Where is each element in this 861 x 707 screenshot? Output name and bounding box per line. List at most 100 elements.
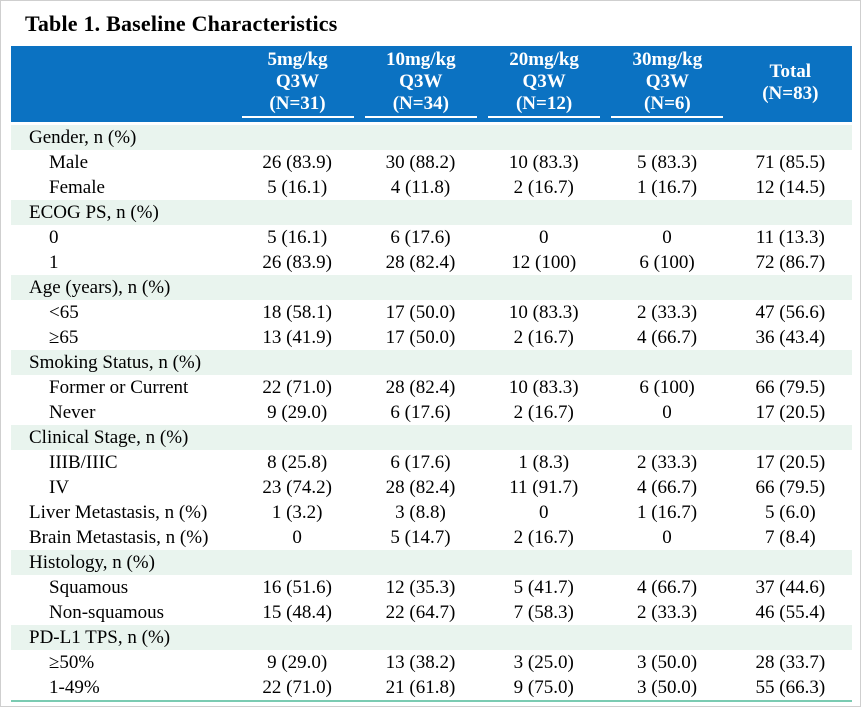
cell-value: 11 (91.7) — [509, 477, 579, 498]
section-label: Smoking Status, n (%) — [11, 350, 852, 375]
cell-value: 17 (50.0) — [385, 327, 456, 348]
column-header: 5mg/kg Q3W (N=31) — [235, 46, 359, 125]
table-row-section: Gender, n (%) — [11, 123, 852, 150]
cell-value: 17 (20.5) — [755, 402, 826, 423]
table-row-sub: Never 9 (29.0) 6 (17.6) 2 (16.7) 0 17 (20.5) — [11, 400, 852, 425]
cell-value: 0 — [538, 227, 549, 248]
table-row-sub: IIIB/IIIC 8 (25.8) 6 (17.6) 1 (8.3) 2 (33.3)… — [11, 450, 852, 475]
cell-value: 6 (100) — [639, 377, 695, 398]
cell-value: 6 (17.6) — [390, 402, 451, 423]
cell-value: 10 (83.3) — [508, 377, 579, 398]
cell-value: 23 (74.2) — [262, 477, 332, 498]
cell-value: 2 (33.3) — [636, 302, 698, 323]
cell-value: 28 (33.7) — [755, 652, 826, 673]
table-row-sub: <65 18 (58.1) 17 (50.0) 10 (83.3) 2 (33.3) 47… — [11, 300, 852, 325]
cell-value: 2 (16.7) — [513, 402, 574, 423]
row-label: 0 — [49, 227, 59, 248]
cell-value: 7 (58.3) — [513, 602, 574, 623]
cell-value: 6 (100) — [639, 252, 695, 273]
row-label: Brain Metastasis, n (%) — [29, 527, 209, 548]
table-row-sub: Squamous 16 (51.6) 12 (35.3) 5 (41.7) 4 (66.… — [11, 575, 852, 600]
cell-value: 2 (33.3) — [636, 602, 698, 623]
row-label: IIIB/IIIC — [49, 452, 118, 473]
cell-value: 3 (8.8) — [395, 502, 446, 523]
cell-value: 10 (83.3) — [508, 152, 579, 173]
cell-value: 22 (64.7) — [385, 602, 456, 623]
cell-value: 9 (29.0) — [267, 652, 328, 673]
table-row-section: PD-L1 TPS, n (%) — [11, 625, 852, 650]
section-label: Clinical Stage, n (%) — [11, 425, 852, 450]
table-row-sub: Non-squamous 15 (48.4) 22 (64.7) 7 (58.3) 2 … — [11, 600, 852, 625]
cell-value: 18 (58.1) — [262, 302, 332, 323]
row-label: IV — [49, 477, 70, 498]
table-row-flat: Brain Metastasis, n (%) 0 5 (14.7) 2 (16.7)… — [11, 525, 852, 550]
row-label: <65 — [49, 302, 79, 323]
cell-value: 6 (17.6) — [390, 227, 451, 248]
cell-value: 0 — [538, 502, 549, 523]
cell-value: 4 (66.7) — [636, 327, 698, 348]
section-label: ECOG PS, n (%) — [11, 200, 852, 225]
table-row-flat: Liver Metastasis, n (%) 1 (3.2) 3 (8.8) 0 1 … — [11, 500, 852, 525]
column-header: 20mg/kg Q3W (N=12) — [482, 46, 606, 125]
cell-value: 26 (83.9) — [262, 252, 332, 273]
cell-value: 0 — [662, 227, 672, 248]
cell-value: 26 (83.9) — [262, 152, 332, 173]
table-row-sub: 1 26 (83.9) 28 (82.4) 12 (100) 6 (100) 72 (86… — [11, 250, 852, 275]
cell-value: 5 (16.1) — [267, 177, 328, 198]
row-label: ≥50% — [49, 652, 95, 673]
cell-value: 0 — [662, 402, 672, 423]
table-row-sub: Former or Current 22 (71.0) 28 (82.4) 10 (8… — [11, 375, 852, 400]
cell-value: 9 (29.0) — [267, 402, 328, 423]
cell-value: 47 (56.6) — [755, 302, 826, 323]
table-row-section: ECOG PS, n (%) — [11, 200, 852, 225]
cell-value: 12 (100) — [511, 252, 577, 273]
cell-value: 12 (35.3) — [385, 577, 456, 598]
table-row-sub: IV 23 (74.2) 28 (82.4) 11 (91.7) 4 (66.7) 66 … — [11, 475, 852, 500]
cell-value: 1 (16.7) — [636, 177, 698, 198]
cell-value: 13 (38.2) — [385, 652, 456, 673]
cell-value: 28 (82.4) — [385, 477, 456, 498]
table-header: 5mg/kg Q3W (N=31) 10mg/kg Q3W (N=34) 20mg/kg Q3… — [11, 46, 852, 125]
cell-value: 0 — [662, 527, 672, 548]
cell-value: 36 (43.4) — [755, 327, 826, 348]
header-row: 5mg/kg Q3W (N=31) 10mg/kg Q3W (N=34) 20mg/kg Q3… — [11, 46, 852, 125]
section-label: Histology, n (%) — [11, 550, 852, 575]
table-row-section: Age (years), n (%) — [11, 275, 852, 300]
cell-value: 17 (50.0) — [385, 302, 456, 323]
table-body: Gender, n (%) Male 26 (83.9) 30 (88.2) 10 (8… — [11, 123, 852, 702]
cell-value: 4 (11.8) — [390, 177, 451, 198]
cell-value: 2 (16.7) — [513, 177, 574, 198]
cell-value: 11 (13.3) — [755, 227, 825, 248]
table-row-section: Smoking Status, n (%) — [11, 350, 852, 375]
row-label: ≥65 — [49, 327, 79, 348]
row-label: Never — [49, 402, 96, 423]
cell-value: 37 (44.6) — [755, 577, 826, 598]
table-row-sub: 0 5 (16.1) 6 (17.6) 0 0 11 (13.3) — [11, 225, 852, 250]
cell-value: 3 (25.0) — [513, 652, 574, 673]
cell-value: 1 (8.3) — [518, 452, 570, 473]
cell-value: 2 (16.7) — [513, 527, 574, 548]
table-row-sub: Female 5 (16.1) 4 (11.8) 2 (16.7) 1 (16.7) 12… — [11, 175, 852, 200]
table-row-sub: ≥50% 9 (29.0) 13 (38.2) 3 (25.0) 3 (50.0) 28 … — [11, 650, 852, 675]
cell-value: 17 (20.5) — [755, 452, 826, 473]
cell-value: 2 (16.7) — [513, 327, 574, 348]
cell-value: 1 (16.7) — [636, 502, 698, 523]
cell-value: 28 (82.4) — [385, 252, 456, 273]
row-label: 1-49% — [49, 677, 100, 698]
baseline-characteristics-table: 5mg/kg Q3W (N=31) 10mg/kg Q3W (N=34) 20mg/kg Q3… — [11, 46, 852, 702]
cell-value: 28 (82.4) — [385, 377, 456, 398]
section-label: PD-L1 TPS, n (%) — [11, 625, 852, 650]
cell-value: 16 (51.6) — [262, 577, 332, 598]
cell-value: 5 (83.3) — [636, 152, 698, 173]
cell-value: 72 (86.7) — [755, 252, 826, 273]
table-row-sub: ≥65 13 (41.9) 17 (50.0) 2 (16.7) 4 (66.7) 36 … — [11, 325, 852, 350]
cell-value: 5 (14.7) — [390, 527, 451, 548]
row-label: Male — [49, 152, 89, 173]
table-row-section: Clinical Stage, n (%) — [11, 425, 852, 450]
cell-value: 5 (6.0) — [765, 502, 816, 523]
table-row-section: Histology, n (%) — [11, 550, 852, 575]
row-label: Former or Current — [49, 377, 189, 398]
cell-value: 9 (75.0) — [513, 677, 574, 698]
cell-value: 46 (55.4) — [755, 602, 826, 623]
